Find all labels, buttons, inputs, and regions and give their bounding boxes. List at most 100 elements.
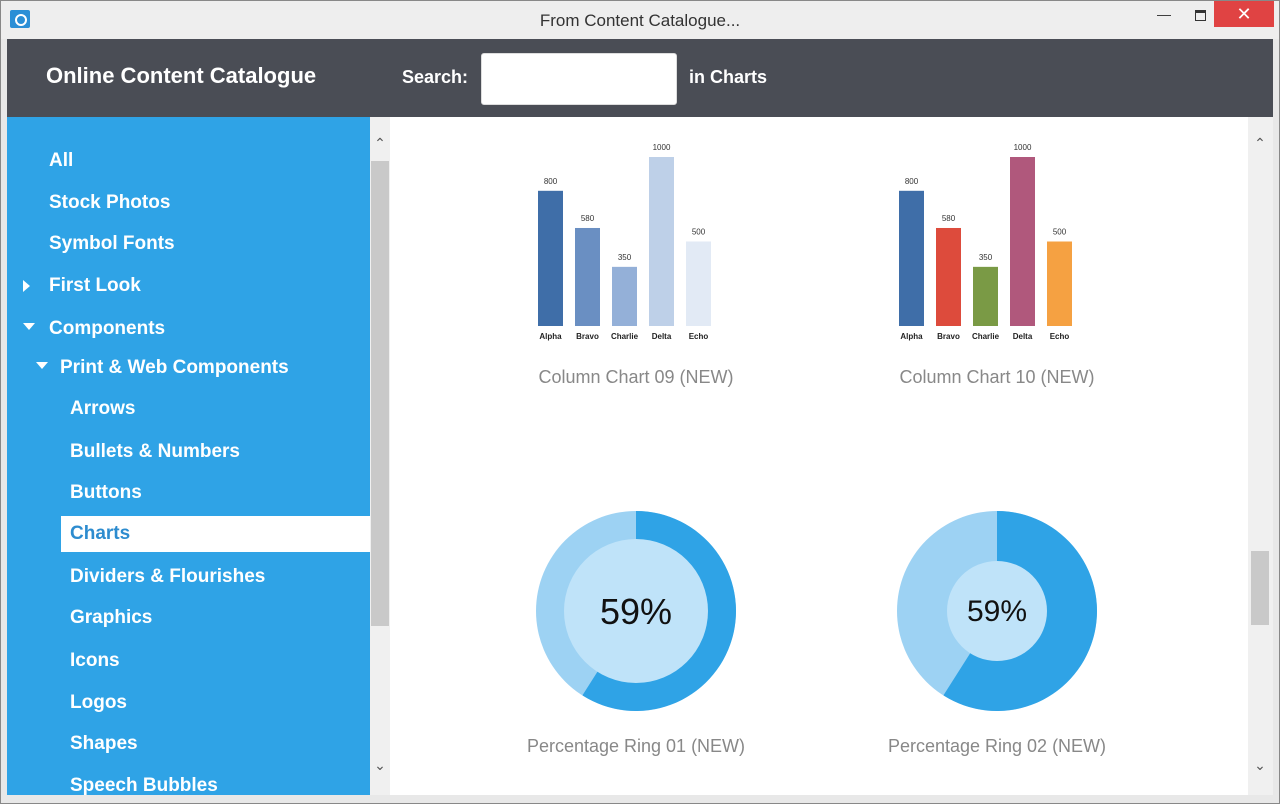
- expand-triangle-icon[interactable]: [36, 362, 48, 369]
- ring-center: [564, 539, 708, 683]
- sidebar-item-label: Buttons: [70, 482, 142, 503]
- tick-label: Bravo: [937, 332, 960, 341]
- sidebar-item-label: Stock Photos: [49, 192, 171, 213]
- sidebar-item-label: Icons: [70, 650, 120, 671]
- sidebar-item-stock-photos[interactable]: Stock Photos: [49, 185, 170, 221]
- data-label: 500: [1053, 228, 1067, 237]
- sidebar-item-label: Print & Web Components: [60, 357, 289, 378]
- sidebar-item-shapes[interactable]: Shapes: [70, 726, 138, 762]
- catalogue-grid: 800 Alpha 580 Bravo 350 Charlie 1000 Delta 500 Ec…: [390, 117, 1248, 795]
- sidebar-item-label: Bullets & Numbers: [70, 441, 240, 462]
- minimize-button[interactable]: —: [1157, 6, 1171, 22]
- sidebar-item-dividers-flourishes[interactable]: Dividers & Flourishes: [70, 559, 265, 595]
- sidebar-item-label: Shapes: [70, 733, 138, 754]
- window-title: From Content Catalogue...: [539, 11, 741, 30]
- data-label: 580: [942, 214, 956, 223]
- bar-echo: [1047, 241, 1072, 326]
- sidebar-item-label: Speech Bubbles: [70, 775, 218, 795]
- sidebar-item-speech-bubbles[interactable]: Speech Bubbles: [70, 768, 218, 795]
- sidebar-item-first-look[interactable]: First Look: [23, 268, 141, 304]
- tick-label: Echo: [689, 332, 709, 341]
- percentage-ring-01-thumbnail[interactable]: 59%: [536, 511, 736, 711]
- close-button[interactable]: ✕: [1214, 1, 1274, 27]
- expand-triangle-icon[interactable]: [23, 323, 35, 330]
- sidebar-item-label: Arrows: [70, 398, 136, 419]
- sidebar-scroll-thumb[interactable]: [371, 161, 389, 626]
- tick-label: Alpha: [900, 332, 923, 341]
- content-scroll-thumb[interactable]: [1251, 551, 1269, 625]
- sidebar-item-arrows[interactable]: Arrows: [70, 391, 135, 427]
- sidebar-item-label: Symbol Fonts: [49, 233, 175, 254]
- tick-label: Delta: [1013, 332, 1033, 341]
- data-label: 800: [905, 177, 919, 186]
- sidebar-item-buttons[interactable]: Buttons: [70, 475, 142, 511]
- data-label: 500: [692, 228, 706, 237]
- bar-delta: [649, 157, 674, 326]
- sidebar-item-symbol-fonts[interactable]: Symbol Fonts: [49, 226, 175, 262]
- sidebar-item-bullets-numbers[interactable]: Bullets & Numbers: [70, 434, 240, 470]
- bar-alpha: [538, 190, 563, 326]
- card-label[interactable]: Column Chart 09 (NEW): [538, 367, 734, 387]
- sidebar-item-label: Charts: [70, 523, 131, 544]
- data-label: 350: [979, 253, 993, 262]
- sidebar-item-all[interactable]: All: [49, 143, 73, 179]
- tick-label: Charlie: [972, 332, 1000, 341]
- collapse-triangle-icon[interactable]: [23, 280, 30, 292]
- percentage-value: 59%: [600, 591, 672, 632]
- scroll-up-icon[interactable]: ⌃: [374, 135, 386, 151]
- data-label: 580: [581, 214, 595, 223]
- title-bar[interactable]: From Content Catalogue... — ✕: [1, 1, 1279, 39]
- sidebar-scrollbar[interactable]: ⌃ ⌄: [370, 117, 390, 795]
- maximize-button[interactable]: [1177, 1, 1223, 27]
- sidebar-item-label: Logos: [70, 692, 127, 713]
- bar-bravo: [575, 227, 600, 326]
- data-label: 350: [618, 253, 632, 262]
- content-scrollbar[interactable]: ⌃ ⌄: [1248, 117, 1273, 795]
- sidebar-item-components[interactable]: Components: [23, 311, 166, 347]
- bar-charlie: [612, 266, 637, 326]
- sidebar-item-label: All: [49, 150, 74, 171]
- sidebar-item-print-web-components[interactable]: Print & Web Components: [36, 350, 289, 386]
- percentage-value: 59%: [967, 595, 1027, 628]
- tick-label: Alpha: [539, 332, 562, 341]
- search-input[interactable]: [481, 53, 677, 105]
- category-sidebar: All Stock Photos Symbol Fonts First Look Com…: [7, 117, 370, 795]
- sidebar-item-label: Graphics: [70, 607, 153, 628]
- bar-charlie: [973, 266, 998, 326]
- column-chart-10-thumbnail[interactable]: 800 Alpha 580 Bravo 350 Charlie 1000 Delta 500 Ec…: [891, 137, 1111, 347]
- header-title: Online Content Catalogue: [46, 63, 317, 88]
- sidebar-item-label: Dividers & Flourishes: [70, 566, 266, 587]
- percentage-ring-02-thumbnail[interactable]: 59%: [897, 511, 1097, 711]
- camera-icon: [10, 10, 30, 28]
- bar-echo: [686, 241, 711, 326]
- search-scope-label: in Charts: [689, 67, 768, 87]
- column-chart-09-thumbnail[interactable]: 800 Alpha 580 Bravo 350 Charlie 1000 Delta 500 Ec…: [530, 137, 750, 347]
- data-label: 1000: [1014, 143, 1032, 152]
- header-bar: Online Content Catalogue Search: in Char…: [7, 39, 1273, 117]
- data-label: 1000: [653, 143, 671, 152]
- card-label[interactable]: Column Chart 10 (NEW): [899, 367, 1095, 387]
- bar-bravo: [936, 227, 961, 326]
- sidebar-item-label: First Look: [49, 275, 141, 296]
- scroll-down-icon[interactable]: ⌄: [1254, 757, 1266, 773]
- sidebar-item-logos[interactable]: Logos: [70, 685, 127, 721]
- ring-center: [947, 561, 1047, 661]
- scroll-up-icon[interactable]: ⌃: [1254, 135, 1266, 151]
- tick-label: Echo: [1050, 332, 1070, 341]
- sidebar-item-icons[interactable]: Icons: [70, 643, 120, 679]
- card-label[interactable]: Percentage Ring 02 (NEW): [887, 736, 1107, 756]
- tick-label: Bravo: [576, 332, 599, 341]
- card-label[interactable]: Percentage Ring 01 (NEW): [526, 736, 746, 756]
- tick-label: Charlie: [611, 332, 639, 341]
- search-label: Search:: [402, 67, 469, 87]
- sidebar-item-label: Components: [49, 318, 166, 339]
- sidebar-item-charts[interactable]: Charts: [61, 516, 370, 552]
- scroll-down-icon[interactable]: ⌄: [374, 757, 386, 773]
- data-label: 800: [544, 177, 558, 186]
- bar-alpha: [899, 190, 924, 326]
- bar-delta: [1010, 157, 1035, 326]
- maximize-icon: [1194, 10, 1206, 21]
- sidebar-item-graphics[interactable]: Graphics: [70, 600, 152, 636]
- tick-label: Delta: [652, 332, 672, 341]
